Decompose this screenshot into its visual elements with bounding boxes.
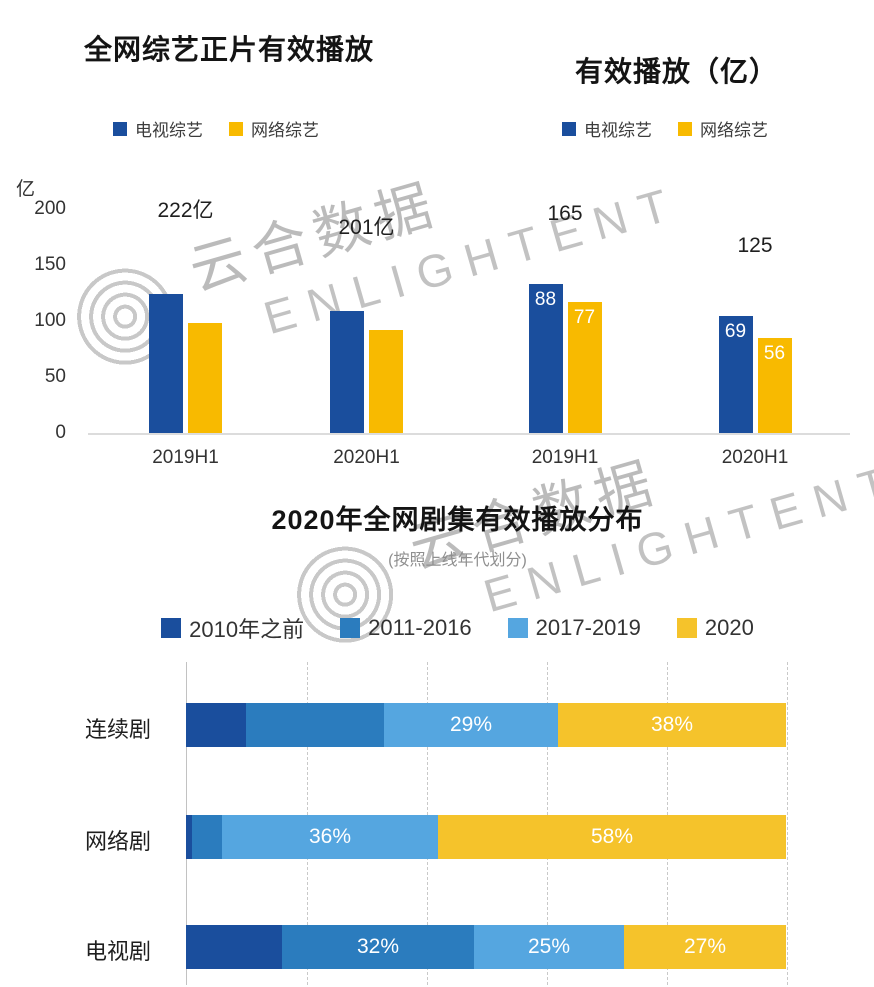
y-tick-label: 50: [44, 366, 66, 387]
legend-item: 电视综艺: [562, 116, 652, 141]
bar-value-label: 56: [763, 342, 786, 364]
segment-value-label: 27%: [683, 935, 727, 958]
group-total-label: 201亿: [338, 215, 395, 239]
bar-group: 222亿 2019H1: [95, 199, 276, 468]
bar: 56: [757, 337, 792, 433]
legend-color-swatch: [161, 618, 182, 638]
chart-title-playback: 有效播放（亿）: [575, 56, 779, 87]
row-label: 网络剧: [85, 829, 152, 854]
legend-item: 网络综艺: [229, 116, 319, 141]
bar-segment: 27%: [624, 925, 786, 969]
legend-color-swatch: [340, 618, 361, 638]
legend-item: 网络综艺: [678, 116, 768, 141]
segment-value-label: 38%: [650, 713, 694, 736]
watermark-en-text: ENLIGHTENT: [478, 453, 874, 623]
x-tick-label: 2019H1: [531, 447, 599, 468]
legend-label: 网络综艺: [251, 121, 319, 140]
bar-segment: 38%: [558, 703, 786, 747]
bar-segment: [186, 703, 246, 747]
x-tick-label: 2020H1: [333, 447, 400, 468]
bar: [149, 294, 183, 433]
bar-segment: 25%: [474, 925, 624, 969]
legend-playback: 电视综艺 网络综艺: [562, 116, 768, 141]
chart-title-distribution: 2020年全网剧集有效播放分布: [271, 505, 644, 535]
legend-color-swatch: [229, 121, 243, 136]
bar: [188, 323, 222, 433]
bar-segment: 58%: [438, 815, 786, 859]
group-total-label: 125: [737, 233, 773, 257]
bar-group: 69 56 125 2020H1: [660, 209, 850, 468]
legend-distribution: 2010年之前 2011-2016 2017-2019 2020: [85, 612, 830, 644]
bar: 69: [718, 315, 753, 433]
bar-value-label: 88: [534, 288, 557, 310]
legend-color-swatch: [678, 121, 692, 136]
segment-value-label: 32%: [356, 935, 400, 958]
legend-label: 网络综艺: [700, 121, 768, 140]
legend-label: 2017-2019: [535, 615, 641, 640]
bar: 77: [567, 302, 602, 433]
legend-color-swatch: [507, 618, 528, 638]
y-tick-label: 200: [34, 198, 66, 219]
bar-segment: [246, 703, 384, 747]
chart-title-variety: 全网综艺正片有效播放: [84, 34, 375, 65]
playback-bar-chart: 88 77 165 2019H1 69 56 125 2020H1: [470, 202, 850, 468]
legend-item: 2011-2016: [340, 615, 472, 641]
y-axis-ticks: 200 150 100 50 0: [26, 198, 78, 443]
y-tick-label: 100: [34, 310, 66, 331]
stacked-bar-row: 29% 38%: [186, 703, 786, 747]
bar-segment: [186, 925, 282, 969]
y-axis-unit-label: 亿: [16, 179, 36, 200]
legend-item: 2010年之前: [161, 612, 304, 644]
bar-segment: 29%: [384, 703, 558, 747]
grid-line: [787, 662, 788, 985]
row-label: 连续剧: [85, 717, 152, 742]
bar: [330, 310, 364, 433]
legend-variety: 电视综艺 网络综艺: [113, 116, 319, 141]
bar: [369, 329, 403, 433]
legend-color-swatch: [113, 121, 127, 136]
bar-group: 88 77 165 2019H1: [470, 202, 660, 468]
variety-bar-chart: 222亿 2019H1 201亿 2020H1: [95, 199, 457, 468]
x-tick-label: 2019H1: [152, 447, 219, 468]
bar-segment: 36%: [222, 815, 438, 859]
bar-segment: 32%: [282, 925, 474, 969]
segment-value-label: 29%: [449, 713, 493, 736]
y-tick-label: 0: [55, 422, 66, 443]
legend-color-swatch: [676, 618, 697, 638]
bar-value-label: 69: [724, 320, 747, 342]
bar-group: 201亿 2020H1: [276, 209, 457, 468]
group-total-label: 222亿: [157, 199, 214, 223]
x-axis-line: [88, 433, 850, 435]
stacked-bar-row: 32% 25% 27%: [186, 925, 786, 969]
bar: 88: [528, 283, 563, 433]
bar-value-label: 77: [573, 307, 596, 329]
legend-item: 电视综艺: [113, 116, 203, 141]
bar-segment: [192, 815, 222, 859]
legend-label: 电视综艺: [584, 121, 652, 140]
segment-value-label: 36%: [308, 825, 352, 848]
legend-label: 2010年之前: [189, 617, 305, 642]
stacked-bar-row: 36% 58%: [186, 815, 786, 859]
row-label: 电视剧: [85, 939, 152, 964]
legend-color-swatch: [562, 121, 576, 136]
legend-label: 2011-2016: [368, 615, 472, 640]
bar-segment: [186, 815, 192, 859]
chart-subtitle-distribution: (按照上线年代划分): [388, 552, 527, 569]
x-tick-label: 2020H1: [721, 447, 789, 468]
legend-label: 2020: [704, 615, 754, 640]
legend-item: 2017-2019: [507, 615, 641, 641]
y-tick-label: 150: [34, 254, 66, 275]
segment-value-label: 25%: [527, 935, 571, 958]
legend-item: 2020: [676, 615, 754, 641]
legend-label: 电视综艺: [135, 121, 203, 140]
group-total-label: 165: [547, 201, 583, 225]
segment-value-label: 58%: [590, 825, 634, 848]
